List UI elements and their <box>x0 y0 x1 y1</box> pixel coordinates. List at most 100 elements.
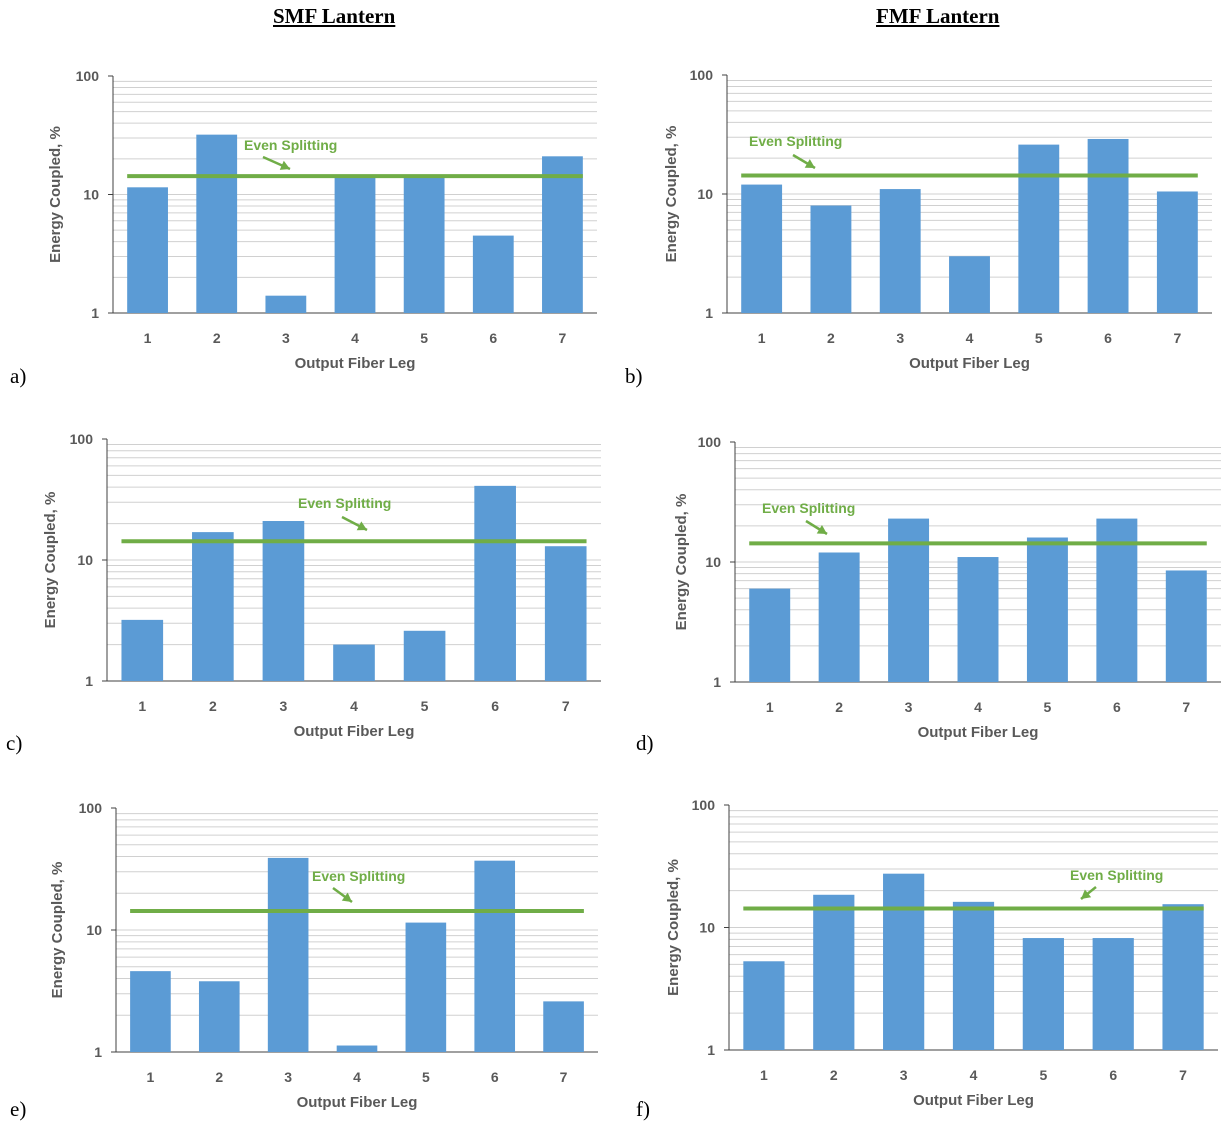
x-tick-label: 7 <box>1173 330 1181 346</box>
bar <box>544 546 587 681</box>
y-tick-label: 100 <box>690 67 714 83</box>
bar <box>121 619 164 681</box>
y-tick-label: 10 <box>77 552 93 568</box>
y-tick-label: 100 <box>692 797 716 813</box>
x-axis-title: Output Fiber Leg <box>918 724 1039 741</box>
bar <box>1165 570 1207 682</box>
x-tick-label: 4 <box>974 699 982 715</box>
x-tick-label: 2 <box>215 1069 223 1085</box>
x-tick-label: 6 <box>489 330 497 346</box>
x-tick-label: 3 <box>282 330 290 346</box>
y-tick-label: 10 <box>83 187 99 203</box>
x-tick-label: 7 <box>1179 1067 1187 1083</box>
bar <box>130 971 171 1052</box>
x-tick-label: 5 <box>1035 330 1043 346</box>
bar <box>333 644 375 681</box>
x-tick-label: 2 <box>835 699 843 715</box>
y-tick-label: 10 <box>86 922 102 938</box>
bar <box>1096 518 1138 682</box>
x-tick-label: 4 <box>966 330 974 346</box>
fmf-lantern-heading: FMF Lantern <box>876 4 1000 28</box>
y-tick-label: 1 <box>705 305 713 321</box>
bar <box>957 557 999 682</box>
x-tick-label: 1 <box>138 698 146 714</box>
smf-lantern-heading: SMF Lantern <box>273 4 396 28</box>
x-tick-label: 6 <box>1104 330 1112 346</box>
x-tick-label: 3 <box>905 699 913 715</box>
x-tick-label: 6 <box>1109 1067 1117 1083</box>
y-tick-label: 1 <box>94 1044 102 1060</box>
x-tick-label: 6 <box>491 1069 499 1085</box>
x-axis-title: Output Fiber Leg <box>294 723 415 740</box>
even-splitting-label: Even Splitting <box>762 500 855 516</box>
bar <box>743 961 785 1050</box>
x-tick-label: 4 <box>353 1069 361 1085</box>
annotation-arrow-head <box>279 160 290 170</box>
bar <box>334 177 376 313</box>
bar <box>818 552 860 682</box>
bar <box>888 518 930 682</box>
x-tick-label: 4 <box>970 1067 978 1083</box>
panel-label-a: a) <box>10 364 27 388</box>
x-tick-label: 1 <box>758 330 766 346</box>
bar <box>1018 144 1060 313</box>
even-splitting-label: Even Splitting <box>749 133 842 149</box>
bar <box>949 256 990 313</box>
x-tick-label: 3 <box>900 1067 908 1083</box>
annotation-arrow-head <box>356 521 367 531</box>
bar <box>196 134 238 313</box>
y-axis-title: Energy Coupled, % <box>673 494 690 631</box>
x-tick-label: 5 <box>422 1069 430 1085</box>
annotation-arrow-head <box>1081 889 1092 899</box>
even-splitting-label: Even Splitting <box>1070 867 1163 883</box>
bar <box>265 295 307 313</box>
y-tick-label: 100 <box>698 434 722 450</box>
panel-label-d: d) <box>636 731 654 755</box>
x-tick-label: 6 <box>491 698 499 714</box>
y-tick-label: 1 <box>707 1042 715 1058</box>
x-tick-label: 2 <box>209 698 217 714</box>
x-tick-label: 7 <box>562 698 570 714</box>
bar <box>474 485 516 681</box>
y-tick-label: 1 <box>713 674 721 690</box>
bar <box>952 901 995 1050</box>
x-tick-label: 5 <box>421 698 429 714</box>
x-tick-label: 3 <box>284 1069 292 1085</box>
y-tick-label: 10 <box>705 554 721 570</box>
bar <box>543 1001 584 1052</box>
panel-label-b: b) <box>625 364 643 388</box>
panel-label-c: c) <box>6 731 23 755</box>
x-tick-label: 1 <box>760 1067 768 1083</box>
x-tick-label: 6 <box>1113 699 1121 715</box>
even-splitting-label: Even Splitting <box>244 137 337 153</box>
y-axis-title: Energy Coupled, % <box>42 492 59 629</box>
x-axis-title: Output Fiber Leg <box>295 355 416 372</box>
bar <box>1022 938 1064 1050</box>
x-tick-label: 5 <box>420 330 428 346</box>
bar <box>262 521 305 681</box>
y-axis-title: Energy Coupled, % <box>49 862 66 999</box>
x-tick-label: 1 <box>766 699 774 715</box>
y-tick-label: 100 <box>70 431 94 447</box>
x-axis-title: Output Fiber Leg <box>297 1094 418 1111</box>
x-tick-label: 3 <box>280 698 288 714</box>
x-tick-label: 7 <box>559 330 567 346</box>
y-axis-title: Energy Coupled, % <box>47 126 64 263</box>
bar <box>1092 938 1134 1050</box>
x-tick-label: 2 <box>213 330 221 346</box>
bar <box>879 189 921 313</box>
x-axis-title: Output Fiber Leg <box>909 355 1030 372</box>
y-axis-title: Energy Coupled, % <box>663 126 680 263</box>
bar <box>472 235 514 313</box>
x-tick-label: 7 <box>560 1069 568 1085</box>
x-tick-label: 2 <box>827 330 835 346</box>
bar <box>1156 191 1198 313</box>
bar <box>267 857 309 1052</box>
y-tick-label: 10 <box>697 186 713 202</box>
annotation-arrow-head <box>341 892 352 902</box>
bar <box>198 981 240 1052</box>
